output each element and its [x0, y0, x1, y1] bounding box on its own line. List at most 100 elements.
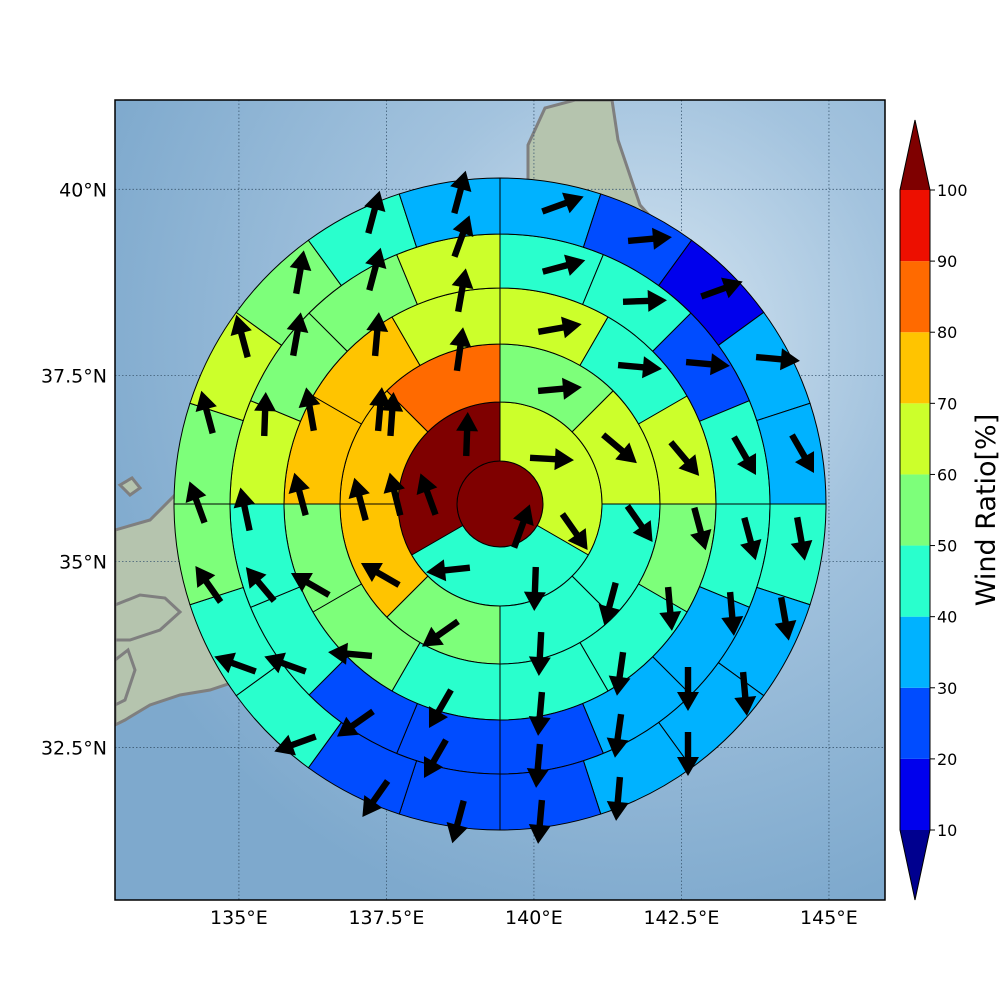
- wind-arrow-shape: [740, 516, 762, 561]
- wind-arrow: [298, 387, 321, 432]
- wind-arrow-shape: [541, 192, 584, 215]
- wind-arrow: [195, 565, 224, 604]
- wind-arrow: [598, 581, 620, 626]
- sector-cell: [398, 177, 501, 248]
- y-tick-label: 35°N: [59, 551, 107, 573]
- colorbar-tick-label: 70: [937, 394, 957, 413]
- wind-arrow-shape: [214, 652, 257, 675]
- wind-arrow: [559, 512, 588, 551]
- wind-arrow: [677, 667, 699, 711]
- wind-arrow-shape: [624, 504, 653, 543]
- colorbar-tick-label: 90: [937, 252, 957, 271]
- wind-arrow: [608, 651, 631, 696]
- wind-arrow: [446, 799, 468, 844]
- wind-arrow-shape: [254, 392, 277, 437]
- wind-arrow: [617, 356, 662, 379]
- wind-arrow-shape: [526, 743, 549, 788]
- wind-arrow: [700, 277, 743, 300]
- wind-arrow: [264, 652, 307, 675]
- wind-arrow-shape: [446, 799, 468, 844]
- wind-arrow: [529, 448, 574, 471]
- colorbar-bin: [900, 190, 930, 262]
- wind-arrow: [416, 473, 439, 516]
- wind-arrow-shape: [659, 586, 682, 631]
- wind-arrow: [426, 559, 471, 582]
- wind-arrow-shape: [537, 316, 582, 339]
- wind-arrow-shape: [677, 667, 699, 711]
- colorbar-tick-label: 80: [937, 323, 957, 342]
- wind-arrow: [369, 387, 392, 432]
- wind-arrow: [328, 642, 373, 665]
- wind-arrow-shape: [529, 448, 574, 471]
- wind-arrow-shape: [523, 566, 546, 611]
- wind-arrow-shape: [790, 516, 813, 561]
- wind-arrow: [230, 314, 252, 359]
- y-tick-label: 32.5°N: [41, 737, 107, 759]
- colorbar: 10 20 30 40 50 60 70 80 90 100 Wind Ratio[%]: [899, 119, 1000, 901]
- wind-arrow: [627, 227, 672, 250]
- wind-arrow: [233, 487, 256, 532]
- wind-arrow: [731, 435, 757, 476]
- colorbar-bin: [900, 687, 930, 759]
- wind-arrow: [668, 440, 700, 476]
- y-tick-label: 40°N: [59, 179, 107, 201]
- wind-arrow-shape: [428, 688, 454, 729]
- wind-arrow-shape: [423, 738, 449, 779]
- wind-arrow: [245, 567, 277, 603]
- wind-arrow: [537, 316, 582, 339]
- wind-arrow-shape: [734, 671, 757, 716]
- wind-sectors: [173, 177, 827, 831]
- wind-arrow: [421, 618, 460, 647]
- wind-arrow: [451, 215, 474, 258]
- wind-arrow-shape: [528, 799, 551, 844]
- wind-arrow-shape: [286, 312, 309, 357]
- wind-arrow-shape: [348, 477, 370, 522]
- colorbar-bin: [900, 616, 930, 688]
- wind-arrow: [364, 190, 386, 235]
- wind-arrow-shape: [511, 504, 534, 549]
- wind-arrow: [290, 572, 331, 598]
- x-tick-label: 135°E: [210, 907, 268, 929]
- wind-arrow-shape: [233, 487, 256, 532]
- map-axis-ticks: 135°E 137.5°E 140°E 142.5°E 145°E 32.5°N 35°N 3…: [41, 179, 858, 929]
- wind-arrows: [185, 170, 815, 844]
- x-tick-label: 145°E: [800, 907, 858, 929]
- wind-arrow: [677, 732, 699, 776]
- colorbar-bin: [900, 474, 930, 546]
- colorbar-extend-max: [900, 120, 930, 190]
- wind-arrow-shape: [362, 779, 391, 818]
- wind-arrow-shape: [559, 512, 588, 551]
- wind-arrow: [450, 170, 472, 215]
- wind-arrow-shape: [449, 327, 472, 372]
- wind-arrow: [624, 504, 653, 543]
- wind-arrow: [288, 472, 310, 517]
- colorbar-bin: [900, 545, 930, 617]
- colorbar-bin: [900, 261, 930, 333]
- wind-arrow: [606, 713, 629, 758]
- wind-arrow-shape: [677, 732, 699, 776]
- wind-arrow-shape: [598, 581, 620, 626]
- wind-arrow-shape: [721, 591, 744, 636]
- wind-arrow-shape: [456, 412, 479, 457]
- colorbar-bin: [900, 332, 930, 404]
- wind-arrow: [511, 504, 534, 549]
- wind-arrow: [214, 652, 257, 675]
- wind-arrow-shape: [290, 572, 331, 598]
- colorbar-tick-label: 50: [937, 537, 957, 556]
- wind-arrow-shape: [360, 562, 401, 588]
- wind-arrow: [685, 353, 730, 376]
- wind-arrow-shape: [528, 691, 551, 736]
- wind-arrow-shape: [537, 377, 582, 400]
- wind-arrow-shape: [195, 390, 217, 435]
- wind-arrow: [289, 250, 312, 295]
- land-oki: [117, 476, 143, 497]
- colorbar-tick-label: 10: [937, 821, 957, 840]
- wind-arrow: [528, 691, 551, 736]
- y-tick-label: 37.5°N: [41, 365, 107, 387]
- colorbar-extend-min: [900, 830, 930, 900]
- wind-arrow: [336, 708, 375, 737]
- wind-arrow: [523, 566, 546, 611]
- wind-arrow: [195, 390, 217, 435]
- wind-arrow: [274, 733, 317, 756]
- wind-arrow-shape: [426, 559, 471, 582]
